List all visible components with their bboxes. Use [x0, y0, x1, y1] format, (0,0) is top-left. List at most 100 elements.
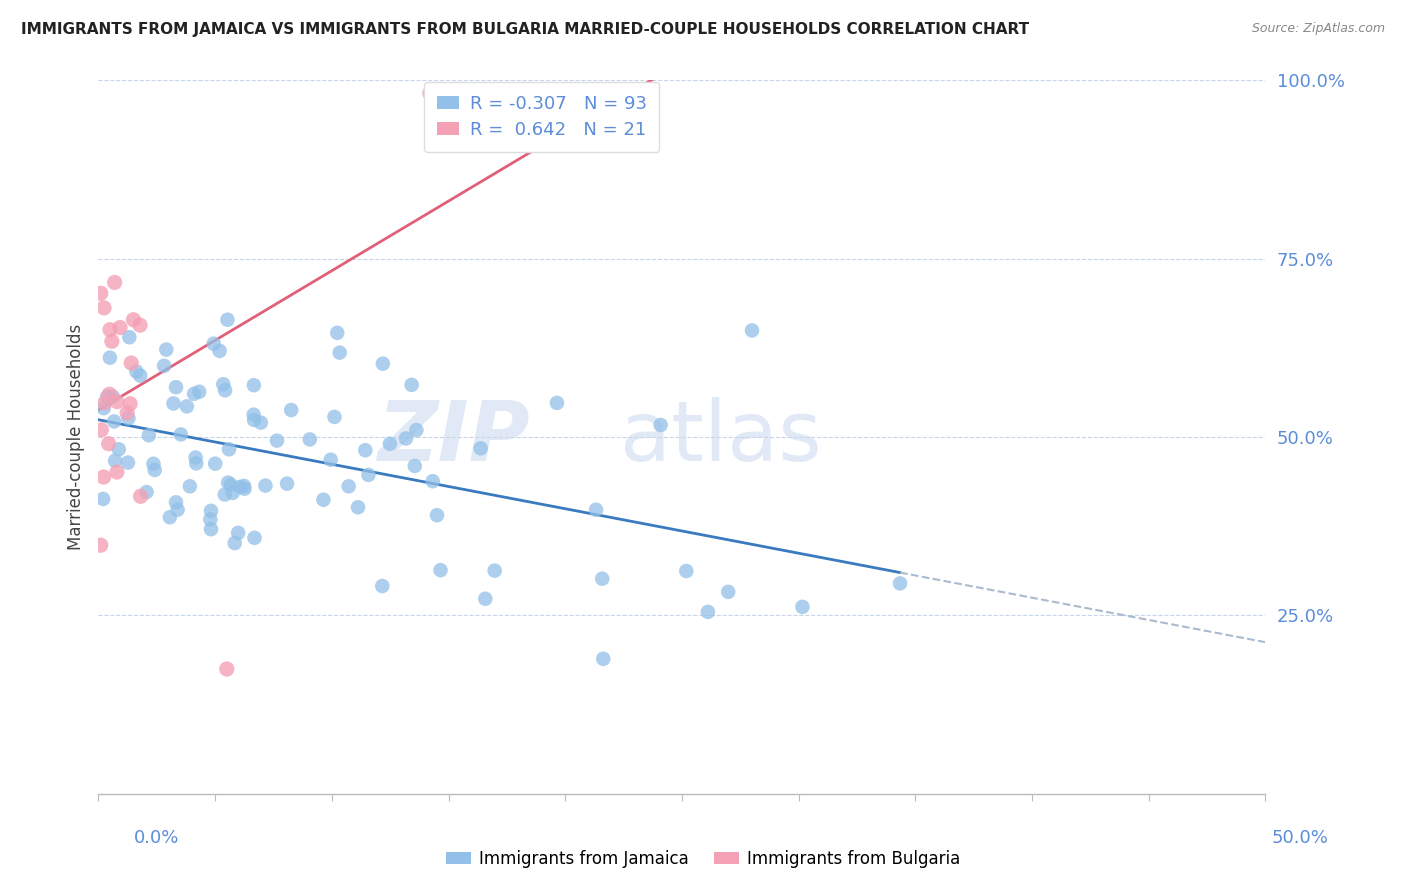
- Point: [90, 538, 112, 552]
- Point: [142, 457, 165, 471]
- Text: atlas: atlas: [620, 397, 823, 477]
- Point: [155, 343, 177, 357]
- Point: [103, 414, 125, 428]
- Point: [242, 408, 264, 422]
- Point: [405, 423, 427, 437]
- Point: [135, 485, 157, 500]
- Point: [200, 522, 222, 536]
- Point: [889, 576, 911, 591]
- Text: 50.0%: 50.0%: [1272, 829, 1329, 847]
- Point: [122, 312, 145, 326]
- Point: [105, 394, 128, 409]
- Point: [592, 652, 614, 666]
- Point: [222, 486, 245, 500]
- Point: [184, 450, 207, 465]
- Point: [280, 403, 302, 417]
- Point: [378, 436, 401, 450]
- Point: [696, 605, 718, 619]
- Point: [138, 428, 160, 442]
- Point: [243, 378, 266, 392]
- Point: [115, 406, 138, 420]
- Point: [91, 491, 114, 506]
- Point: [371, 579, 394, 593]
- Point: [176, 400, 198, 414]
- Point: [165, 380, 187, 394]
- Text: 0.0%: 0.0%: [134, 829, 179, 847]
- Point: [188, 384, 211, 399]
- Point: [254, 478, 277, 492]
- Point: [166, 502, 188, 516]
- Point: [354, 443, 377, 458]
- Point: [233, 479, 256, 493]
- Point: [591, 572, 613, 586]
- Text: ZIP: ZIP: [378, 397, 530, 477]
- Point: [323, 409, 346, 424]
- Point: [94, 396, 117, 410]
- Point: [186, 456, 208, 470]
- Point: [675, 564, 697, 578]
- Point: [426, 508, 449, 523]
- Point: [429, 563, 451, 577]
- Point: [143, 463, 166, 477]
- Text: Source: ZipAtlas.com: Source: ZipAtlas.com: [1251, 22, 1385, 36]
- Point: [165, 495, 187, 509]
- Point: [179, 479, 201, 493]
- Point: [90, 423, 112, 437]
- Point: [347, 500, 370, 515]
- Point: [215, 662, 238, 676]
- Point: [546, 396, 568, 410]
- Point: [312, 492, 335, 507]
- Point: [218, 442, 240, 457]
- Point: [585, 502, 607, 516]
- Point: [107, 442, 129, 457]
- Point: [208, 343, 231, 358]
- Point: [276, 476, 298, 491]
- Point: [200, 512, 222, 526]
- Point: [326, 326, 349, 340]
- Text: IMMIGRANTS FROM JAMAICA VS IMMIGRANTS FROM BULGARIA MARRIED-COUPLE HOUSEHOLDS CO: IMMIGRANTS FROM JAMAICA VS IMMIGRANTS FR…: [21, 22, 1029, 37]
- Point: [183, 386, 205, 401]
- Point: [243, 531, 266, 545]
- Point: [214, 384, 236, 398]
- Point: [108, 320, 131, 334]
- Point: [90, 286, 112, 301]
- Point: [226, 525, 249, 540]
- Point: [93, 470, 115, 484]
- Point: [337, 479, 360, 493]
- Point: [329, 345, 352, 359]
- Point: [97, 436, 120, 450]
- Point: [101, 334, 124, 349]
- Point: [104, 454, 127, 468]
- Point: [243, 413, 266, 427]
- Point: [118, 330, 141, 344]
- Point: [229, 480, 252, 494]
- Point: [202, 336, 225, 351]
- Point: [98, 351, 121, 365]
- Point: [650, 417, 672, 432]
- Point: [153, 359, 176, 373]
- Point: [717, 585, 740, 599]
- Point: [129, 489, 152, 503]
- Point: [170, 427, 193, 442]
- Point: [117, 411, 139, 425]
- Point: [212, 377, 235, 392]
- Point: [101, 390, 124, 404]
- Point: [474, 591, 496, 606]
- Point: [200, 504, 222, 518]
- Legend: R = -0.307   N = 93, R =  0.642   N = 21: R = -0.307 N = 93, R = 0.642 N = 21: [425, 82, 659, 152]
- Point: [217, 475, 239, 490]
- Point: [217, 312, 239, 326]
- Point: [224, 536, 246, 550]
- Point: [404, 458, 426, 473]
- Point: [129, 318, 152, 333]
- Point: [214, 487, 236, 501]
- Point: [470, 442, 492, 456]
- Point: [419, 86, 441, 100]
- Legend: Immigrants from Jamaica, Immigrants from Bulgaria: Immigrants from Jamaica, Immigrants from…: [439, 844, 967, 875]
- Point: [371, 357, 394, 371]
- Point: [357, 467, 380, 482]
- Point: [117, 456, 139, 470]
- Point: [159, 510, 181, 524]
- Point: [401, 377, 423, 392]
- Point: [93, 301, 115, 315]
